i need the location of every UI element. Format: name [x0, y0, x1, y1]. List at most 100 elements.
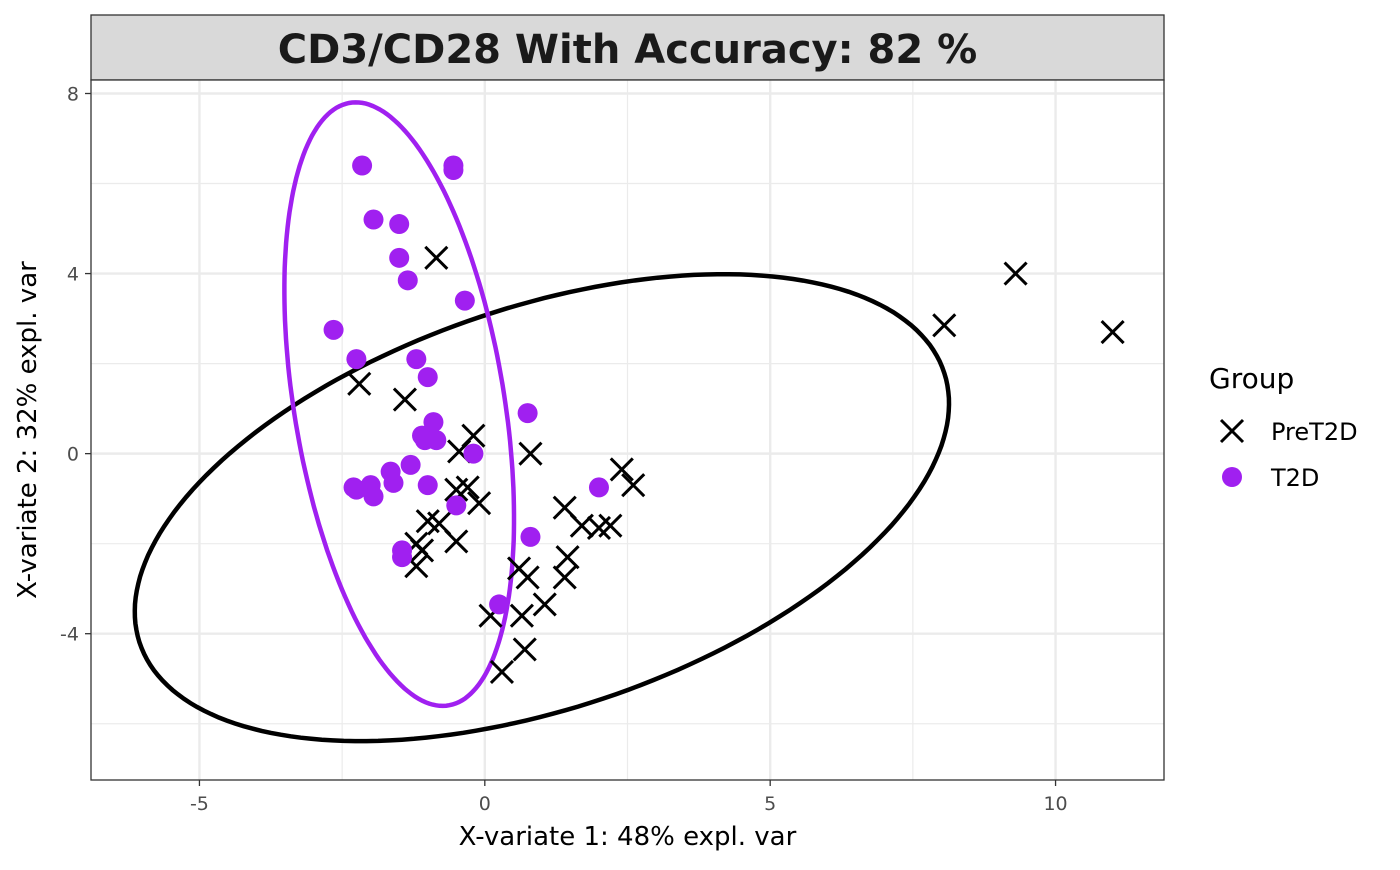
point-T2D	[406, 349, 427, 370]
point-T2D	[517, 403, 538, 424]
cross-stroke	[424, 245, 449, 270]
cross-stroke	[1219, 418, 1245, 444]
y-tick-label: 4	[67, 264, 79, 286]
cross-stroke	[509, 603, 534, 628]
point-PreT2D	[444, 529, 469, 554]
cross-stroke	[1100, 320, 1125, 345]
point-PreT2D	[515, 565, 540, 590]
cross-stroke	[1003, 261, 1028, 286]
cross-stroke	[532, 592, 557, 617]
point-T2D	[389, 214, 410, 235]
point-T2D	[400, 454, 421, 475]
point-T2D	[520, 526, 541, 547]
point-PreT2D	[392, 387, 417, 412]
point-PreT2D	[424, 245, 449, 270]
cross-stroke	[427, 511, 452, 536]
x-tick-label: 0	[479, 793, 491, 815]
cross-stroke	[621, 473, 646, 498]
cross-stroke	[512, 637, 537, 662]
point-PreT2D	[552, 565, 577, 590]
y-tick-label: -4	[60, 624, 79, 646]
plot-border	[90, 79, 1165, 781]
cross-stroke	[415, 509, 440, 534]
legend-entries: PreT2D T2D	[1219, 418, 1358, 492]
point-T2D	[383, 472, 404, 493]
point-T2D	[588, 477, 609, 498]
cross-stroke	[447, 439, 472, 464]
point-T2D	[323, 319, 344, 340]
point-T2D	[392, 547, 413, 568]
confidence-ellipse-PreT2D	[132, 271, 952, 744]
cross-stroke	[409, 538, 435, 563]
point-T2D	[389, 247, 410, 268]
point-T2D	[352, 155, 373, 176]
grid-minor	[91, 80, 1164, 780]
point-PreT2D	[467, 491, 492, 516]
axes: -5 0 5 10 -4 0 4 8	[60, 84, 1068, 815]
confidence-ellipse-T2D	[282, 100, 517, 709]
point-T2D	[454, 290, 475, 311]
point-PreT2D	[932, 313, 957, 338]
cross-stroke	[467, 491, 492, 516]
cross-stroke	[455, 475, 480, 500]
cross-stroke	[552, 565, 577, 590]
cross-stroke	[489, 659, 514, 685]
point-T2D	[346, 479, 367, 500]
point-T2D	[417, 475, 438, 496]
cross-stroke	[932, 313, 957, 338]
point-PreT2D	[1100, 320, 1125, 345]
cross-stroke	[555, 545, 580, 570]
point-T2D	[446, 495, 467, 516]
grid-major	[91, 80, 1164, 780]
legend-label-T2D: T2D	[1270, 464, 1319, 492]
legend-label-PreT2D: PreT2D	[1271, 418, 1358, 446]
cross-stroke	[552, 495, 577, 520]
point-T2D	[363, 209, 384, 230]
point-T2D	[417, 367, 438, 388]
y-axis-label: X-variate 2: 32% expl. var	[13, 261, 43, 599]
point-PreT2D	[555, 545, 580, 570]
chart-title: CD3/CD28 With Accuracy: 82 %	[278, 27, 977, 73]
legend-title: Group	[1209, 362, 1294, 395]
point-T2D	[397, 270, 418, 291]
point-PreT2D	[518, 441, 543, 466]
point-PreT2D	[409, 538, 435, 563]
point-T2D	[423, 412, 444, 433]
point-PreT2D	[455, 475, 480, 500]
point-PreT2D	[1003, 261, 1028, 286]
legend-key-T2D	[1222, 467, 1242, 487]
point-PreT2D	[598, 513, 623, 538]
cross-stroke	[404, 554, 429, 579]
y-tick-label: 8	[67, 84, 79, 106]
x-tick-label: 5	[764, 793, 776, 815]
point-T2D	[443, 160, 464, 181]
point-T2D	[363, 486, 384, 507]
points	[323, 155, 1125, 685]
point-PreT2D	[347, 371, 372, 396]
point-PreT2D	[609, 457, 634, 482]
point-T2D	[426, 430, 447, 451]
point-PreT2D	[489, 659, 514, 685]
cross-stroke	[444, 529, 469, 554]
point-PreT2D	[532, 592, 557, 617]
x-tick-label: -5	[190, 793, 209, 815]
title-strip	[90, 14, 1165, 81]
ellipses	[132, 100, 952, 744]
cross-stroke	[392, 387, 417, 412]
point-PreT2D	[621, 473, 646, 498]
x-tick-label: 10	[1043, 793, 1067, 815]
legend-key-PreT2D	[1219, 418, 1245, 444]
point-PreT2D	[512, 637, 537, 662]
point-T2D	[489, 594, 510, 615]
point-PreT2D	[509, 603, 534, 628]
y-tick-label: 0	[67, 444, 79, 466]
cross-stroke	[609, 457, 634, 482]
legend: Group PreT2D T2D	[1209, 362, 1358, 492]
x-axis-label: X-variate 1: 48% expl. var	[459, 822, 797, 852]
point-T2D	[346, 349, 367, 370]
point-T2D	[463, 443, 484, 464]
cross-stroke	[347, 371, 372, 396]
cross-stroke	[518, 441, 543, 466]
